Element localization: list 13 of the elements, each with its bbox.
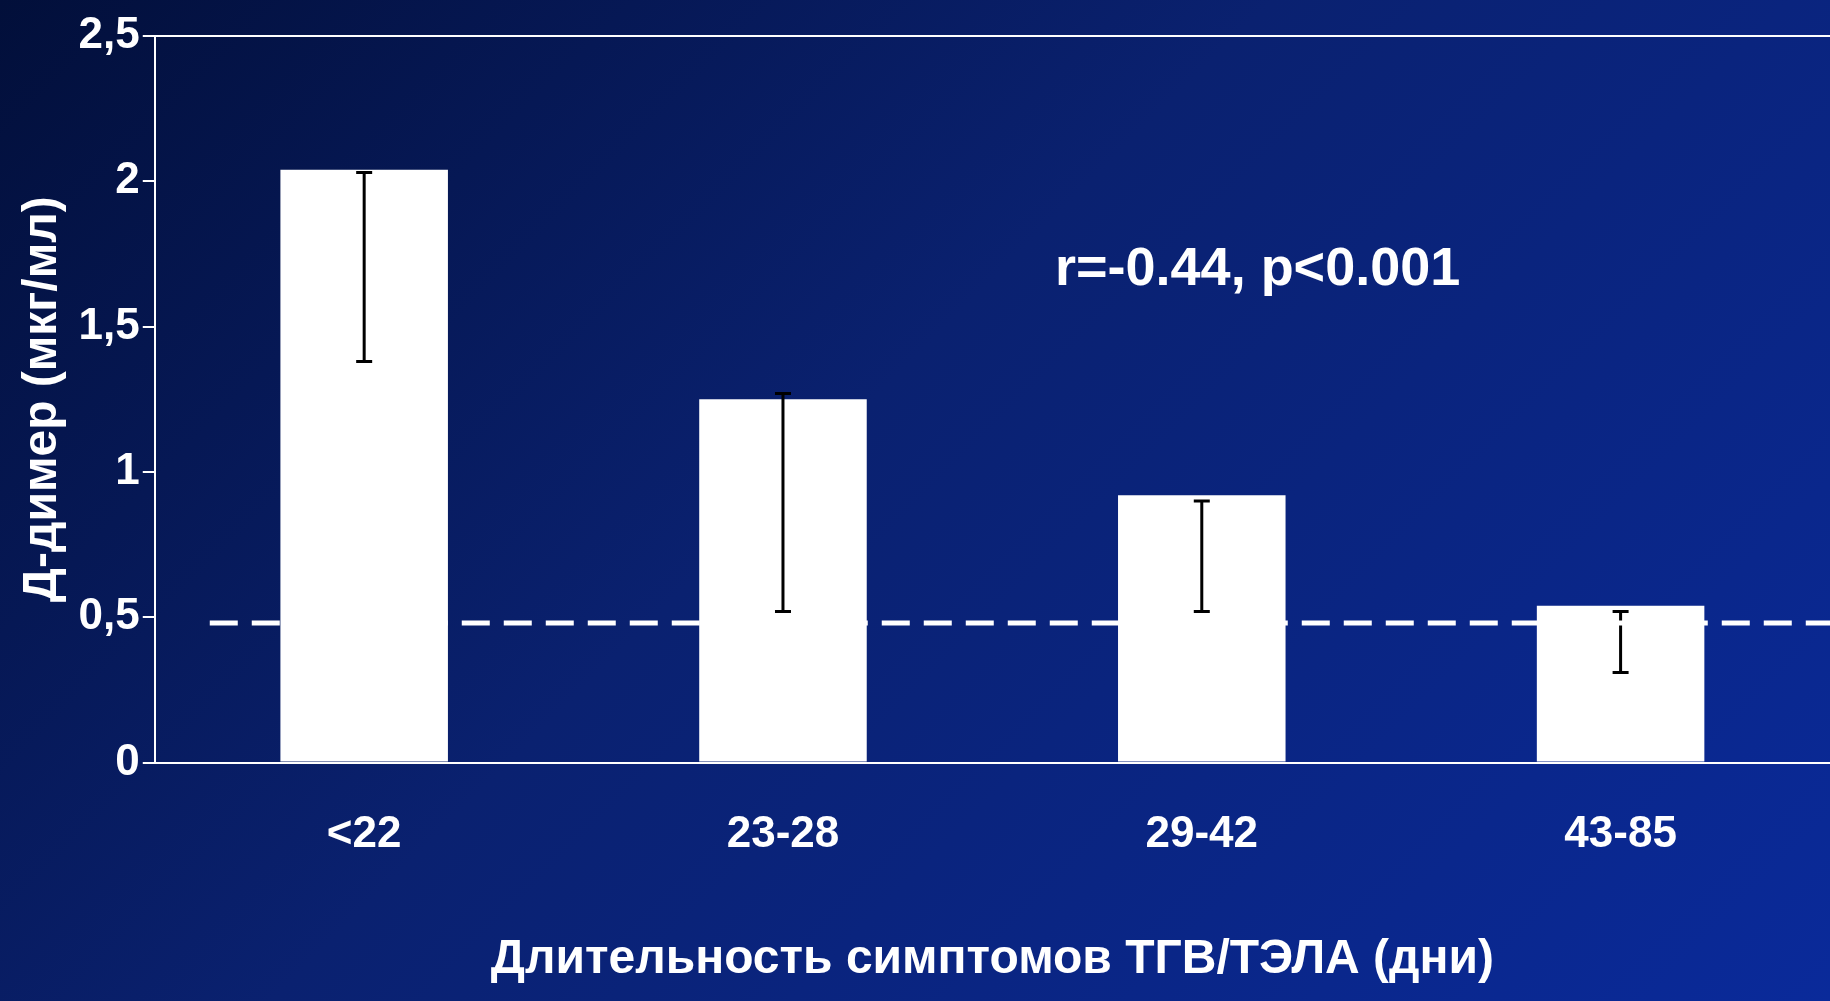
y-tick-label: 1 — [115, 444, 140, 494]
x-tick-label: 43-85 — [1564, 807, 1677, 857]
y-tick-label: 0 — [115, 734, 140, 784]
x-tick-label: 23-28 — [726, 807, 840, 857]
y-tick-label: 0,5 — [78, 589, 140, 639]
y-tick-label: 2,5 — [78, 8, 140, 58]
y-tick-label: 1,5 — [78, 298, 140, 348]
annotation: r=-0.44, p<0.001 — [1055, 235, 1461, 296]
x-tick-label: <22 — [326, 807, 402, 857]
x-tick-label: 29-42 — [1145, 807, 1259, 857]
x-axis-title: Длительность симптомов ТГВ/ТЭЛА (дни) — [490, 930, 1494, 984]
y-axis-title: Д-димер (мкг/мл) — [13, 196, 67, 603]
y-tick-label: 2 — [115, 153, 140, 203]
